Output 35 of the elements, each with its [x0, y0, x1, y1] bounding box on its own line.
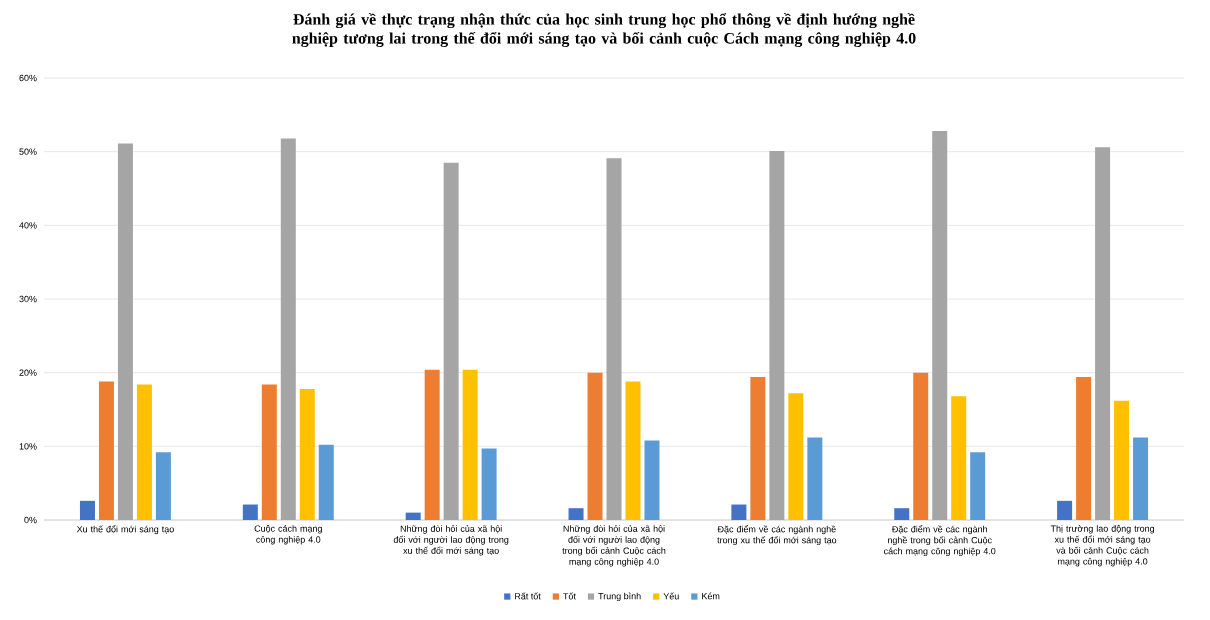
- bar: [280, 138, 296, 520]
- bar: [769, 150, 785, 520]
- bar: [1133, 437, 1149, 520]
- bar: [481, 448, 497, 520]
- bar: [913, 372, 929, 520]
- bar: [932, 131, 948, 520]
- bar: [1076, 377, 1092, 520]
- bar: [242, 504, 258, 520]
- bar: [1057, 500, 1073, 520]
- bar: [587, 372, 603, 520]
- bar: [644, 440, 660, 520]
- bar: [731, 504, 747, 520]
- bar: [788, 393, 804, 520]
- bar: [894, 508, 910, 520]
- bar: [1114, 400, 1130, 520]
- bar: [98, 381, 114, 520]
- bar: [299, 388, 315, 520]
- bar: [807, 437, 823, 520]
- bar: [750, 377, 766, 520]
- bar: [462, 369, 478, 520]
- bar: [261, 384, 277, 520]
- bar: [625, 381, 641, 520]
- bar: [79, 500, 95, 520]
- bar: [970, 452, 986, 520]
- bar: [318, 444, 334, 520]
- bar: [606, 158, 622, 520]
- bar: [1095, 147, 1111, 520]
- bar: [155, 452, 171, 520]
- bar: [117, 143, 133, 520]
- bar: [568, 508, 584, 520]
- bar: [443, 162, 459, 520]
- bar: [424, 369, 440, 520]
- bar: [405, 512, 421, 520]
- bar: [136, 384, 152, 520]
- bar: [951, 396, 967, 520]
